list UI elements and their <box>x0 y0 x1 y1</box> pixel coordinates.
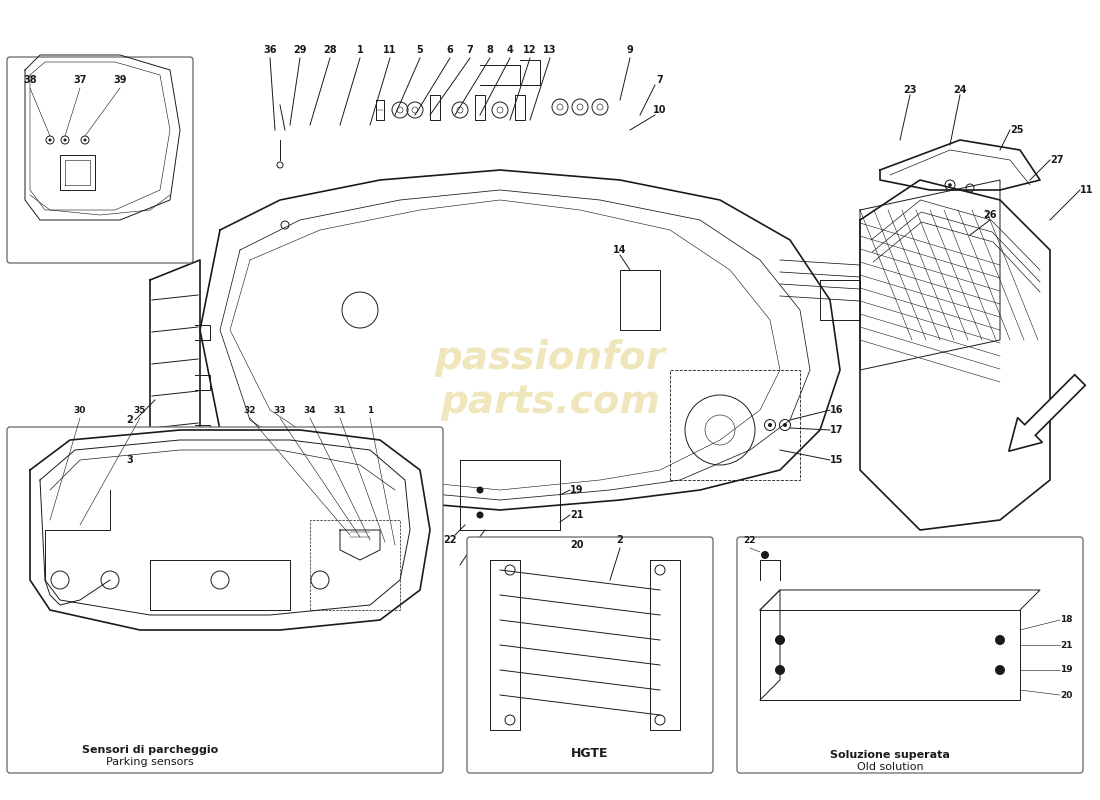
Circle shape <box>996 665 1005 675</box>
Circle shape <box>174 478 176 482</box>
Text: 32: 32 <box>244 406 256 415</box>
Circle shape <box>48 138 52 142</box>
Text: 5: 5 <box>417 45 424 55</box>
Text: Parking sensors: Parking sensors <box>106 757 194 767</box>
Circle shape <box>84 138 87 142</box>
Text: 18: 18 <box>1060 615 1072 625</box>
Text: 8: 8 <box>486 45 494 55</box>
Text: 27: 27 <box>1050 155 1064 165</box>
Text: 22: 22 <box>744 536 757 545</box>
Circle shape <box>776 635 785 645</box>
Text: 16: 16 <box>830 405 844 415</box>
Circle shape <box>64 138 66 142</box>
Text: 9: 9 <box>627 45 634 55</box>
FancyBboxPatch shape <box>7 427 443 773</box>
Text: 20: 20 <box>1060 690 1072 699</box>
Text: 31: 31 <box>333 406 346 415</box>
Text: 10: 10 <box>653 105 667 115</box>
Text: 13: 13 <box>543 45 557 55</box>
Text: 1: 1 <box>356 45 363 55</box>
Text: 4: 4 <box>507 45 514 55</box>
Text: passionfor
parts.com: passionfor parts.com <box>434 339 666 421</box>
FancyBboxPatch shape <box>737 537 1084 773</box>
Text: 7: 7 <box>466 45 473 55</box>
Circle shape <box>476 486 484 494</box>
Text: 7: 7 <box>657 75 663 85</box>
Text: 17: 17 <box>830 425 844 435</box>
Text: 11: 11 <box>1080 185 1093 195</box>
Text: 21: 21 <box>1060 641 1072 650</box>
Text: 24: 24 <box>954 85 967 95</box>
Text: 6: 6 <box>447 45 453 55</box>
Text: 1: 1 <box>367 406 373 415</box>
Circle shape <box>996 635 1005 645</box>
Text: 26: 26 <box>983 210 997 220</box>
Circle shape <box>948 183 951 186</box>
Text: 33: 33 <box>274 406 286 415</box>
Text: 30: 30 <box>74 406 86 415</box>
Text: 36: 36 <box>263 45 277 55</box>
FancyArrow shape <box>1009 374 1086 451</box>
Text: Sensori di parcheggio: Sensori di parcheggio <box>81 745 218 755</box>
Text: 14: 14 <box>614 245 627 255</box>
Text: 39: 39 <box>113 75 127 85</box>
Text: 3: 3 <box>126 455 133 465</box>
Text: 2: 2 <box>617 535 624 545</box>
Text: 28: 28 <box>323 45 337 55</box>
Text: 12: 12 <box>524 45 537 55</box>
Bar <box>670 370 800 480</box>
Text: 19: 19 <box>1060 666 1072 674</box>
Text: HGTE: HGTE <box>571 747 608 760</box>
Text: 21: 21 <box>570 510 583 520</box>
Text: 20: 20 <box>570 540 583 550</box>
Text: 29: 29 <box>294 45 307 55</box>
Text: 15: 15 <box>830 455 844 465</box>
Circle shape <box>768 423 772 427</box>
Circle shape <box>783 423 786 427</box>
Text: Old solution: Old solution <box>857 762 923 772</box>
Text: 38: 38 <box>23 75 36 85</box>
Text: 11: 11 <box>383 45 397 55</box>
Text: 35: 35 <box>134 406 146 415</box>
Text: 25: 25 <box>1010 125 1023 135</box>
FancyBboxPatch shape <box>7 57 192 263</box>
Bar <box>310 520 400 610</box>
Bar <box>620 270 660 330</box>
Circle shape <box>476 511 484 518</box>
Text: 37: 37 <box>74 75 87 85</box>
Text: 19: 19 <box>570 485 583 495</box>
Circle shape <box>776 665 785 675</box>
Text: Soluzione superata: Soluzione superata <box>830 750 950 760</box>
Text: 22: 22 <box>443 535 456 545</box>
Text: 34: 34 <box>304 406 317 415</box>
Text: 23: 23 <box>903 85 916 95</box>
FancyBboxPatch shape <box>468 537 713 773</box>
Text: 2: 2 <box>126 415 133 425</box>
Circle shape <box>761 551 769 559</box>
